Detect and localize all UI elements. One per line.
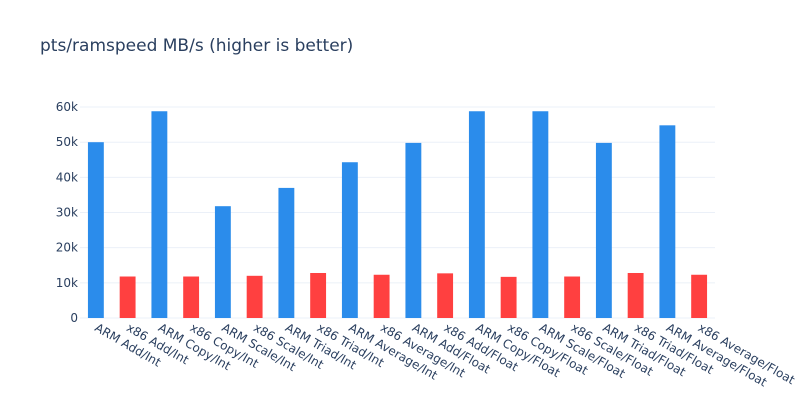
y-tick-label: 30k bbox=[56, 206, 78, 220]
gridlines bbox=[80, 106, 715, 319]
bar bbox=[627, 272, 644, 318]
bar bbox=[595, 142, 612, 318]
bar bbox=[532, 111, 549, 318]
bar bbox=[87, 142, 104, 318]
bar bbox=[214, 206, 231, 318]
bar bbox=[437, 273, 454, 318]
bar bbox=[119, 276, 136, 318]
bar bbox=[341, 162, 358, 318]
y-tick-label: 40k bbox=[56, 170, 78, 184]
bars bbox=[87, 111, 708, 318]
bar bbox=[278, 187, 295, 318]
bar bbox=[659, 125, 676, 318]
chart-title: pts/ramspeed MB/s (higher is better) bbox=[40, 36, 353, 56]
bar bbox=[246, 275, 263, 318]
y-tick-label: 50k bbox=[56, 135, 78, 149]
bar bbox=[373, 274, 390, 318]
bar bbox=[500, 276, 517, 318]
y-axis-ticks: 0 10k 20k 30k 40k 50k 60k bbox=[56, 100, 78, 325]
y-tick-label: 20k bbox=[56, 241, 78, 255]
bar bbox=[405, 142, 422, 318]
bar bbox=[468, 111, 485, 318]
bar bbox=[564, 276, 581, 318]
y-tick-label: 0 bbox=[70, 311, 78, 325]
bar bbox=[151, 111, 168, 318]
bar bbox=[183, 276, 200, 318]
y-tick-label: 10k bbox=[56, 276, 78, 290]
bar bbox=[691, 274, 708, 318]
y-tick-label: 60k bbox=[56, 100, 78, 114]
bar bbox=[310, 272, 327, 318]
